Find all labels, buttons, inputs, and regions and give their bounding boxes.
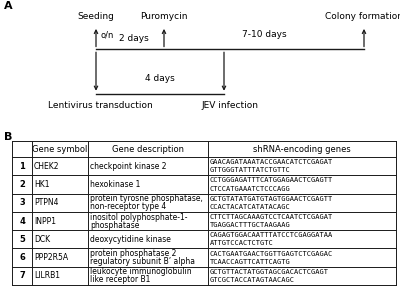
Text: TGAGGACTTTGCTAAGAAG: TGAGGACTTTGCTAAGAAG	[210, 222, 291, 228]
Text: GCTGTTACTATGGTAGCGACACTCGAGT: GCTGTTACTATGGTAGCGACACTCGAGT	[210, 269, 329, 275]
Text: PPP2R5A: PPP2R5A	[34, 253, 68, 262]
Text: 4: 4	[19, 216, 25, 225]
Text: CTTCTTAGCAAAGTCCTCAATCTCGAGAT: CTTCTTAGCAAAGTCCTCAATCTCGAGAT	[210, 214, 333, 220]
Text: 5: 5	[19, 235, 25, 244]
Text: CHEK2: CHEK2	[34, 162, 60, 171]
Text: TCAACCAGTTCATTCAGTG: TCAACCAGTTCATTCAGTG	[210, 259, 291, 265]
Text: like receptor B1: like receptor B1	[90, 275, 150, 284]
Text: DCK: DCK	[34, 235, 50, 244]
Text: protein phosphatase 2: protein phosphatase 2	[90, 249, 176, 258]
Text: checkpoint kinase 2: checkpoint kinase 2	[90, 162, 166, 171]
Text: PTPN4: PTPN4	[34, 198, 58, 207]
Text: CAGAGTGGACAATTTATCCTCGAGGATAA: CAGAGTGGACAATTTATCCTCGAGGATAA	[210, 232, 333, 238]
Text: inositol polyphosphate-1-: inositol polyphosphate-1-	[90, 212, 188, 222]
Text: CCACTACATCATATACAGC: CCACTACATCATATACAGC	[210, 204, 291, 210]
Text: B: B	[4, 132, 12, 142]
Text: 4 days: 4 days	[145, 74, 175, 83]
Text: 3: 3	[19, 198, 25, 207]
Text: protein tyrosne phosphatase,: protein tyrosne phosphatase,	[90, 194, 203, 203]
Text: phosphatase: phosphatase	[90, 221, 139, 229]
Text: 1: 1	[19, 162, 25, 171]
Text: o/n: o/n	[101, 30, 114, 39]
Text: GAACAGATAAATACCGAACATCTCGAGAT: GAACAGATAAATACCGAACATCTCGAGAT	[210, 159, 333, 165]
Text: A: A	[4, 1, 13, 11]
Text: Gene symbol: Gene symbol	[32, 144, 88, 154]
Text: Seeding: Seeding	[78, 12, 114, 21]
Text: GTTGGGTATTTATCTGTTC: GTTGGGTATTTATCTGTTC	[210, 167, 291, 173]
Text: 7: 7	[19, 271, 25, 280]
Text: 2 days: 2 days	[119, 34, 149, 43]
Text: Lentivirus transduction: Lentivirus transduction	[48, 101, 152, 110]
Text: GTCGCTACCATAGTAACAGC: GTCGCTACCATAGTAACAGC	[210, 277, 295, 283]
Text: 7-10 days: 7-10 days	[242, 30, 286, 39]
Text: CACTGAATGAACTGGTTGAGTCTCGAGAC: CACTGAATGAACTGGTTGAGTCTCGAGAC	[210, 251, 333, 257]
Text: INPP1: INPP1	[34, 216, 56, 225]
Text: Colony formation: Colony formation	[325, 12, 400, 21]
Text: LILRB1: LILRB1	[34, 271, 60, 280]
Text: non-receptor type 4: non-receptor type 4	[90, 202, 166, 211]
Text: 6: 6	[19, 253, 25, 262]
Text: hexokinase 1: hexokinase 1	[90, 180, 140, 189]
Text: leukocyte immunoglobulin: leukocyte immunoglobulin	[90, 267, 192, 276]
Text: GCTGTATATGATGTAGTGGAACTCGAGTT: GCTGTATATGATGTAGTGGAACTCGAGTT	[210, 196, 333, 202]
Text: deoxycytidine kinase: deoxycytidine kinase	[90, 235, 171, 244]
Text: CTCCATGAAATCTCCCAGG: CTCCATGAAATCTCCCAGG	[210, 186, 291, 192]
Text: shRNA-encoding genes: shRNA-encoding genes	[253, 144, 351, 154]
Text: CCTGGGAGATTTCATGGAGAACTCGAGTT: CCTGGGAGATTTCATGGAGAACTCGAGTT	[210, 177, 333, 184]
Text: ATTGTCCACTCTGTC: ATTGTCCACTCTGTC	[210, 240, 274, 246]
Text: 2: 2	[19, 180, 25, 189]
Text: Gene description: Gene description	[112, 144, 184, 154]
Text: regulatory subunit B’ alpha: regulatory subunit B’ alpha	[90, 257, 195, 266]
Text: Puromycin: Puromycin	[140, 12, 188, 21]
Text: JEV infection: JEV infection	[202, 101, 258, 110]
Text: HK1: HK1	[34, 180, 50, 189]
